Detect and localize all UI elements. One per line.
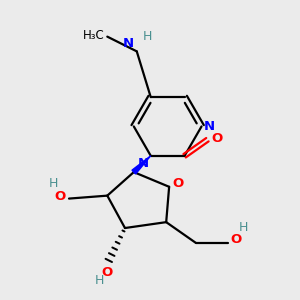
Text: N: N	[138, 157, 149, 170]
Text: O: O	[173, 177, 184, 190]
Text: N: N	[204, 120, 215, 133]
Text: H: H	[49, 177, 58, 190]
Text: O: O	[102, 266, 113, 279]
Polygon shape	[132, 156, 151, 174]
Text: O: O	[230, 233, 242, 246]
Text: O: O	[211, 132, 222, 145]
Text: N: N	[123, 37, 134, 50]
Text: O: O	[55, 190, 66, 203]
Text: H: H	[94, 274, 104, 287]
Text: H: H	[238, 221, 248, 234]
Text: H₃C: H₃C	[83, 29, 105, 42]
Text: H: H	[143, 29, 153, 43]
